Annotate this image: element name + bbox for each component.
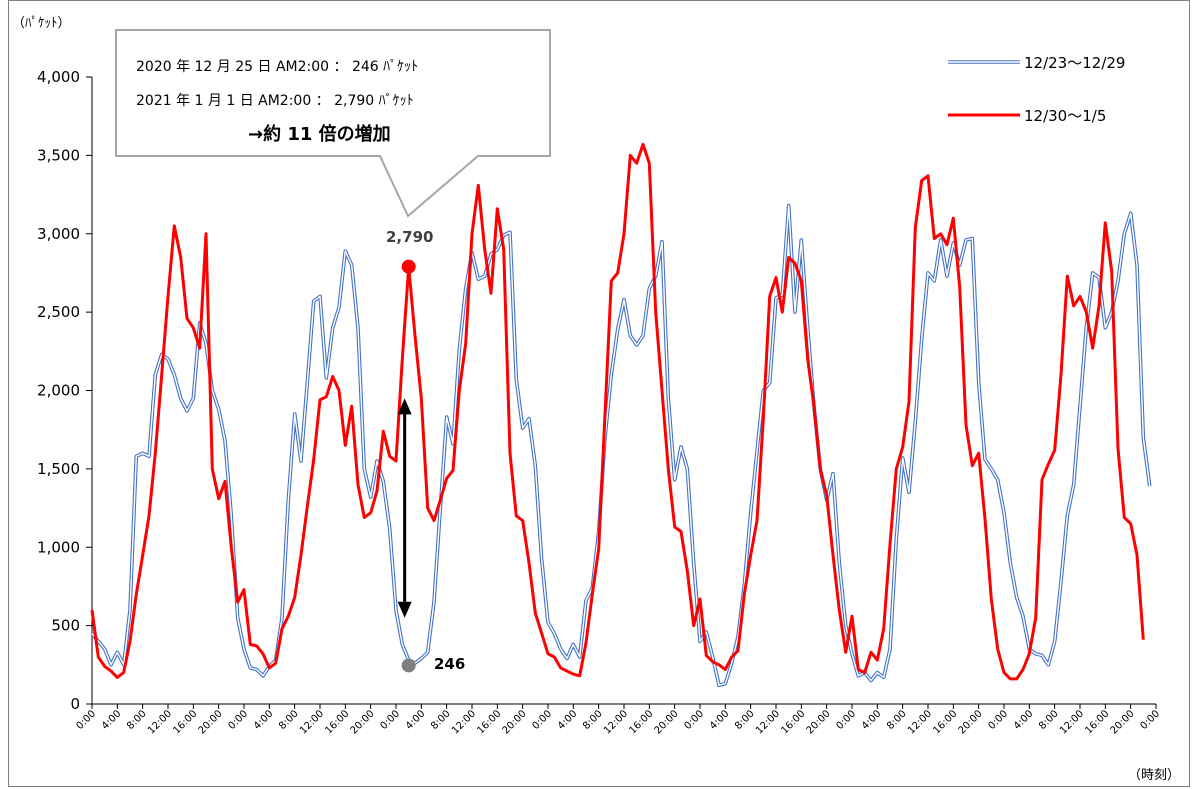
x-tick-label: 0:00 [226,708,250,732]
x-tick-label: 0:00 [378,708,402,732]
x-axis-unit-label: （時刻） [1128,768,1181,783]
x-tick-label: 16:00 [1083,708,1111,736]
x-tick-label: 4:00 [252,708,276,732]
x-tick-label: 16:00 [323,708,351,736]
x-tick-label: 20:00 [1109,708,1137,736]
y-axis-unit-label: （ﾊﾟｹｯﾄ） [12,16,71,31]
x-tick-label: 16:00 [171,708,199,736]
point-low-marker [401,658,416,673]
x-tick-label: 0:00 [682,708,706,732]
series-12-23-to-12-29 [90,203,1152,688]
x-tick-label: 12:00 [146,708,174,736]
y-tick-label: 1,000 [37,538,80,556]
callout-emphasis: →約 11 倍の増加 [248,124,391,145]
x-tick-label: 4:00 [1012,708,1036,732]
x-tick-label: 20:00 [805,708,833,736]
y-tick-label: 2,500 [37,303,80,321]
series-line-inner [91,204,1151,686]
x-tick-label: 20:00 [349,708,377,736]
y-tick-label: 2,000 [37,382,80,400]
x-tick-label: 4:00 [556,708,580,732]
x-tick-label: 12:00 [754,708,782,736]
chart-axes [91,77,1156,705]
x-tick-label: 20:00 [501,708,529,736]
x-tick-label: 16:00 [779,708,807,736]
x-tick-label: 12:00 [906,708,934,736]
callout-line-1: 2020 年 12 月 25 日 AM2:00 ： 246 ﾊﾟｹｯﾄ [136,59,419,75]
series-12-30-to-1-5 [90,142,1145,681]
y-tick-label: 500 [51,617,80,635]
x-tick-label: 4:00 [860,708,884,732]
x-tick-label: 0:00 [834,708,858,732]
x-tick-label: 4:00 [404,708,428,732]
point-markers [397,259,416,673]
x-tick-label: 12:00 [602,708,630,736]
x-tick-label: 0:00 [986,708,1010,732]
x-tick-label: 20:00 [197,708,225,736]
y-tick-label: 1,500 [37,460,80,478]
series-line [90,142,1145,681]
legend-label-12-23: 12/23〜12/29 [1024,54,1126,72]
x-tick-label: 0:00 [1138,708,1162,732]
x-tick-label: 12:00 [1058,708,1086,736]
legend [948,60,1020,117]
y-tick-label: 4,000 [37,68,80,86]
point-high-label: 2,790 [386,228,434,246]
chart-frame [8,0,1190,787]
point-high-marker [401,259,416,274]
x-tick-label: 12:00 [298,708,326,736]
callout-box [115,29,551,218]
y-tick-labels: 0 500 1,000 1,500 2,000 2,500 3,000 3,500 4,000 [37,68,92,713]
point-low-label: 246 [434,655,466,673]
callout-shape [115,29,551,218]
x-tick-label: 4:00 [708,708,732,732]
callout-line-2: 2021 年 1 月 1 日 AM2:00 ： 2,790 ﾊﾟｹｯﾄ [136,93,414,109]
x-tick-label: 16:00 [931,708,959,736]
legend-label-12-30: 12/30〜1/5 [1024,107,1107,125]
increase-arrow-head-up [397,398,412,415]
x-tick-label: 16:00 [627,708,655,736]
series-line-outer [90,203,1152,688]
x-tick-label: 0:00 [530,708,554,732]
increase-arrow-head-down [397,601,412,618]
x-tick-label: 12:00 [450,708,478,736]
y-tick-label: 3,500 [37,146,80,164]
y-tick-label: 3,000 [37,225,80,243]
x-tick-label: 20:00 [957,708,985,736]
x-tick-label: 4:00 [100,708,124,732]
x-tick-label: 16:00 [475,708,503,736]
x-tick-label: 20:00 [653,708,681,736]
series-layer [90,142,1152,688]
y-tick-label: 0 [70,695,80,713]
